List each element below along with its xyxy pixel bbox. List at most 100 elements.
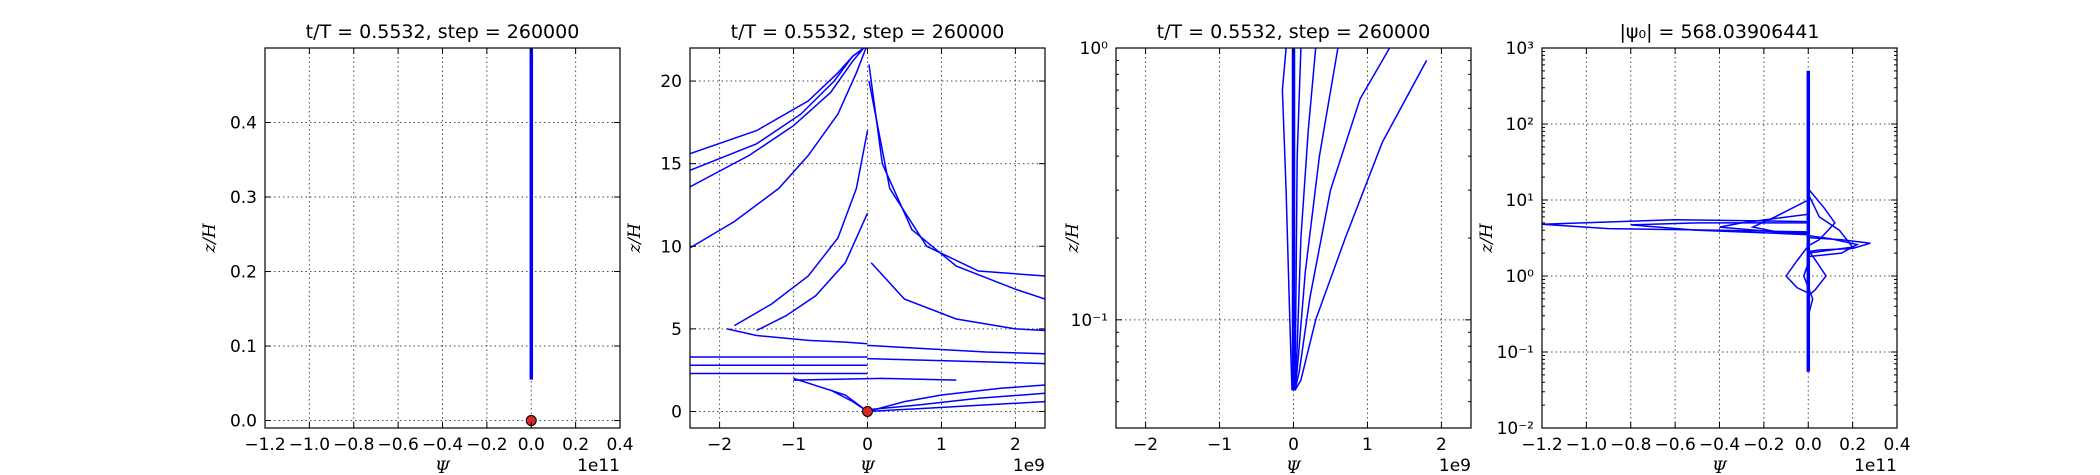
y-tick-label: 10³ [1506,39,1534,59]
x-tick-label: −1 [1207,435,1232,455]
series-line [690,48,865,171]
series-line [867,357,1045,365]
panel-4-x-multiplier: 1e11 [1854,456,1897,475]
x-tick-label: −0.8 [333,435,374,455]
panel-3-ylabel: z/H [1063,222,1083,254]
x-tick-label: −2 [1133,435,1158,455]
series-line [1808,234,1860,258]
x-tick-label: −1.2 [244,435,285,455]
panel-3-title: t/T = 0.5532, step = 260000 [1157,21,1431,43]
panel-2-ylabel: z/H [625,222,645,254]
x-tick-label: 1 [1362,435,1373,455]
series-line [1542,218,1809,233]
y-tick-label: 0.0 [230,412,257,432]
series-line [734,130,869,327]
series-line [1294,48,1302,391]
series-line [1807,193,1855,254]
y-tick-label: 20 [660,72,682,92]
y-tick-label: 0 [671,402,682,422]
series-line [756,212,869,332]
panel-4: |ψ₀| = 568.03906441 Ψ z/H 1e11 −1.2 −1.0−… [1477,21,1911,475]
panel-2-x-multiplier: 1e9 [1013,456,1045,475]
series-line [1750,199,1809,236]
series-line [690,48,865,188]
x-tick-label: −0.6 [1654,435,1695,455]
series-line [1807,188,1836,247]
y-tick-label: 10 [660,237,682,257]
panel-3-xlabel: Ψ [1286,458,1302,475]
x-tick-label: 0 [862,435,873,455]
y-tick-label: 10⁰ [1506,267,1535,287]
series-line [1294,48,1339,391]
panel-3-x-multiplier: 1e9 [1439,456,1471,475]
x-tick-label: −0.6 [377,435,418,455]
y-tick-label: 0.3 [230,188,257,208]
x-tick-label: −1.0 [1566,435,1607,455]
x-tick-label: −1.2 [1521,435,1562,455]
series-line [868,80,1045,277]
series-line [1281,48,1293,391]
x-tick-label: 0.4 [1883,435,1910,455]
series-line [1294,48,1317,391]
series-line [690,48,868,155]
y-tick-label: 10⁻¹ [1071,311,1108,331]
panel-1-xlabel: Ψ [435,458,451,475]
panel-1: t/T = 0.5532, step = 260000 Ψ z/H 1e11 −… [200,21,634,475]
series-line [1294,48,1391,391]
panel-2-title: t/T = 0.5532, step = 260000 [731,21,1005,43]
y-tick-label: 10⁰ [1080,39,1109,59]
series-line [1807,249,1827,297]
x-tick-label: −1.0 [289,435,330,455]
series-line [1294,60,1428,391]
x-tick-label: 0.2 [562,435,589,455]
series-line [690,48,867,249]
series-line [726,328,868,345]
panel-3: t/T = 0.5532, step = 260000 Ψ z/H 1e9 −2… [1063,21,1472,475]
series-line [867,392,1045,411]
series-line [793,377,868,413]
panel-2-series [690,48,1045,413]
panel-4-xlabel: Ψ [1712,458,1728,475]
panel-4-title: |ψ₀| = 568.03906441 [1620,21,1820,43]
x-tick-label: −1 [781,435,806,455]
series-line [868,64,1045,300]
panel-2-xlabel: Ψ [860,458,876,475]
series-line [1785,245,1809,294]
x-tick-label: 1 [936,435,947,455]
panel-4-series [1542,70,1871,372]
series-line [1803,262,1814,316]
x-tick-label: 0.4 [606,435,633,455]
y-tick-label: 0.4 [230,114,257,134]
y-tick-label: 15 [660,155,682,175]
panel-2: t/T = 0.5532, step = 260000 Ψ z/H 1e9 −2… [625,21,1046,475]
x-tick-label: −0.8 [1610,435,1651,455]
series-line [867,384,1045,413]
x-tick-label: 0.0 [1795,435,1822,455]
y-tick-label: 10⁻¹ [1497,343,1534,363]
y-tick-label: 5 [671,320,682,340]
series-line [870,262,1045,332]
y-tick-label: 10⁻² [1497,419,1534,439]
series-line [1719,213,1809,234]
y-tick-label: 10¹ [1506,191,1534,211]
x-tick-label: 0 [1288,435,1299,455]
panel-4-ylabel: z/H [1477,222,1497,254]
x-tick-label: 0.0 [518,435,545,455]
x-tick-label: 2 [1010,435,1021,455]
x-tick-label: −0.2 [466,435,507,455]
origin-marker [862,405,873,417]
panel-3-series [1281,48,1428,391]
x-tick-label: 0.2 [1839,435,1866,455]
panel-1-x-multiplier: 1e11 [577,456,620,475]
y-tick-label: 0.1 [230,337,257,357]
x-tick-label: −0.2 [1743,435,1784,455]
series-line [867,344,1045,355]
panel-1-ylabel: z/H [200,222,220,254]
series-line [867,400,1045,413]
x-tick-label: −2 [707,435,732,455]
x-tick-label: −0.4 [1699,435,1740,455]
y-tick-label: 10² [1506,115,1534,135]
series-line [830,389,868,413]
x-tick-label: 2 [1436,435,1447,455]
